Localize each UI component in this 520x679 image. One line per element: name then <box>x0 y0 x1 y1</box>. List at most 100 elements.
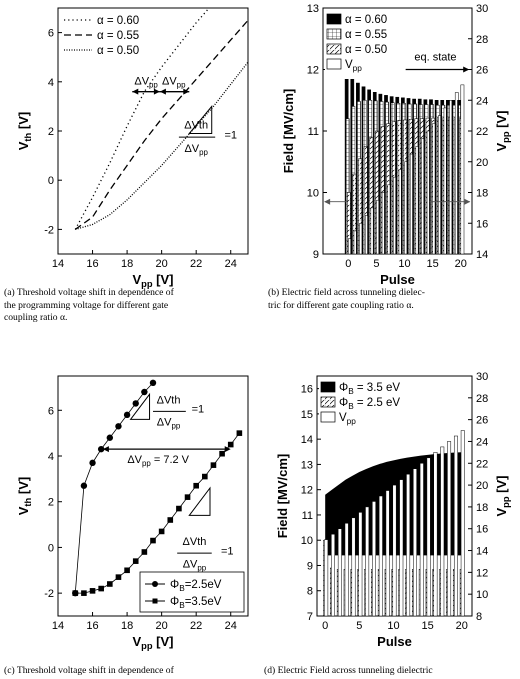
point-square-19 <box>236 430 243 436</box>
y-tick-label: -2 <box>44 588 54 600</box>
y2-tick-label: 18 <box>476 188 488 200</box>
y-tick-label: 12 <box>301 485 313 497</box>
bar-vpp-pulse-14 <box>419 463 424 616</box>
bar-vpp-pulse-10 <box>392 484 397 616</box>
legend-marker-0 <box>152 581 158 587</box>
y2-tick-label: 30 <box>476 3 488 15</box>
point-square-13 <box>184 494 191 500</box>
x-tick-label: 14 <box>52 258 64 270</box>
bar-vpp-pulse-4 <box>351 517 356 616</box>
legend-swatch-1 <box>326 28 342 40</box>
x-tick-label: 0 <box>345 258 351 270</box>
y-tick-label: 14 <box>301 434 313 446</box>
point-circle-1 <box>80 482 88 489</box>
y-tick-label: 10 <box>301 535 313 547</box>
annotation-2: ΔVth <box>184 120 208 132</box>
legend-entry-0: ΦB = 3.5 eV <box>339 382 400 396</box>
point-square-1 <box>81 590 87 596</box>
y-tick-label: 0 <box>48 542 54 554</box>
legend-swatch-3 <box>326 58 342 70</box>
y-axis-label: Vth [V] <box>16 112 33 150</box>
bar-3-pulse-20 <box>460 84 465 254</box>
y-axis-label: Vth [V] <box>16 477 33 515</box>
x-axis-label: Pulse <box>377 634 412 649</box>
annotation-eq-state: eq. state <box>414 51 456 63</box>
caption-b-line-2: tric for different gate coupling ratio α… <box>268 299 414 311</box>
bar-vpp-pulse-15 <box>426 457 431 616</box>
point-circle-6 <box>123 411 131 419</box>
point-square-3 <box>98 585 104 592</box>
delta-arrowhead-left <box>102 446 109 453</box>
legend-entry-0: α = 0.60 <box>97 15 139 27</box>
annotation-4: ΔVth <box>183 536 207 548</box>
x-tick-label: 10 <box>398 258 410 270</box>
bar-vpp-pulse-9 <box>385 490 390 616</box>
y2-tick-label: 26 <box>476 415 488 427</box>
y-tick-label: 9 <box>313 249 319 261</box>
y2-axis-label: Vpp [V] <box>494 110 511 151</box>
point-circle-8 <box>141 388 148 396</box>
delta-arrowhead-right <box>224 446 231 453</box>
legend-swatch-0 <box>326 13 342 25</box>
x-tick-label: 5 <box>373 258 379 270</box>
caption-a-line-3: coupling ratio α. <box>4 312 68 323</box>
x-tick-label: 10 <box>387 620 399 632</box>
x-tick-label: 24 <box>225 258 237 270</box>
bars-group <box>323 430 465 616</box>
slope-triangle <box>188 105 213 134</box>
slope-triangle-1 <box>129 392 151 420</box>
y-tick-label: 16 <box>301 384 313 396</box>
caption-a-line-1: (a) Threshold voltage shift in dependenc… <box>4 287 174 298</box>
y-tick-label: 8 <box>307 586 313 598</box>
point-square-4 <box>107 581 113 587</box>
point-circle-3 <box>97 445 105 453</box>
point-square-8 <box>141 549 148 555</box>
y2-tick-label: 14 <box>476 249 488 261</box>
caption-d: (d) Electric Field across tunneling diel… <box>264 665 520 678</box>
series-group <box>74 8 248 231</box>
bar-vpp-pulse-7 <box>372 501 376 616</box>
bar-vpp-pulse-17 <box>440 446 445 616</box>
y-tick-label: 13 <box>301 459 313 471</box>
annotation-1: ΔVpp <box>162 75 186 89</box>
y-axis-label: Field [MV/cm] <box>281 89 296 174</box>
point-square-5 <box>115 574 122 580</box>
annotation-2: ΔVpp <box>157 417 181 431</box>
x-tick-label: 18 <box>121 258 133 270</box>
slope-triangle-2 <box>188 486 211 516</box>
y-tick-label: 10 <box>307 188 319 200</box>
annotation-1: ΔVth <box>157 394 181 406</box>
series-line-0 <box>74 382 154 594</box>
bar-1-pulse-0 <box>345 118 350 254</box>
legend-swatch-0 <box>320 381 336 393</box>
point-square-15 <box>202 473 208 480</box>
y2-tick-label: 28 <box>476 34 488 46</box>
y-tick-label: 2 <box>48 126 54 138</box>
bar-vpp-pulse-12 <box>406 473 411 616</box>
point-circle-4 <box>106 434 114 441</box>
chart-d: 0 5 10 15 20 7 8 9 10 11 12 13 14 15 16 Pulse Field [MV/… <box>275 371 511 649</box>
legend-entry-0: ΦB=2.5eV <box>170 579 222 593</box>
y2-tick-label: 30 <box>476 371 488 383</box>
x-tick-label: 16 <box>86 620 98 632</box>
legend-swatch-2 <box>326 43 342 55</box>
point-square-7 <box>132 558 139 564</box>
point-square-18 <box>227 441 234 448</box>
legend-entry-1: α = 0.55 <box>97 30 139 42</box>
series-line-0 <box>74 8 211 230</box>
bar-vpp-pulse-20 <box>460 430 465 616</box>
x-tick-label: 22 <box>190 258 202 270</box>
y-tick-label: 13 <box>307 3 319 15</box>
y-tick-label: 7 <box>307 611 313 623</box>
point-square-16 <box>210 462 217 468</box>
point-circle-9 <box>149 379 157 387</box>
bar-vpp-pulse-8 <box>378 495 383 616</box>
y2-axis-label: Vpp [V] <box>494 475 511 516</box>
x-tick-label: 14 <box>52 620 64 632</box>
point-square-17 <box>219 450 225 457</box>
y2-tick-label: 18 <box>476 502 488 514</box>
caption-a: (a) Threshold voltage shift in dependenc… <box>4 287 262 325</box>
caption-b: (b) Electric field across tunneling diel… <box>268 287 518 312</box>
